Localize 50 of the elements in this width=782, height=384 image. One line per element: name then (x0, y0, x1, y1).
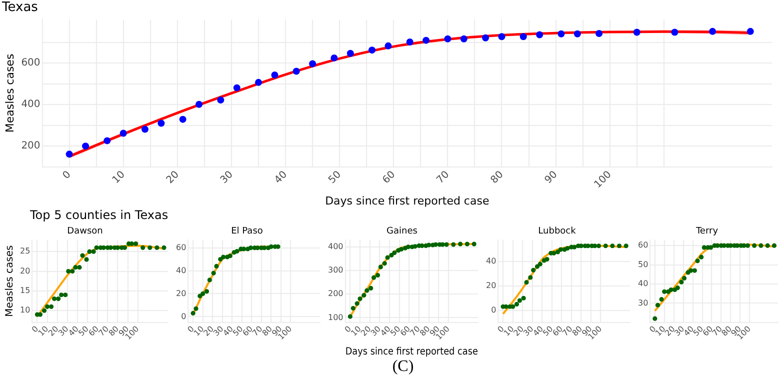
y-tick-label: 50 (638, 260, 648, 269)
chart-title: Texas (1, 0, 38, 16)
y-tick-label: 25 (20, 246, 30, 256)
chart-title: El Paso (231, 226, 264, 237)
chart-title: Lubbock (538, 226, 577, 237)
x-tick-label: 10 (349, 324, 363, 338)
y-tick-label: 400 (328, 242, 344, 251)
chart-title: Terry (694, 226, 719, 237)
x-tick-label: 0 (496, 324, 506, 334)
y-tick-label: 200 (21, 140, 40, 152)
x-tick-label: 30 (368, 324, 383, 338)
y-tick-label: 100 (328, 312, 344, 322)
y-tick-label: 20 (176, 288, 186, 298)
text: Top 5 counties in Texas (30, 208, 168, 222)
x-tick-label: 30 (218, 169, 236, 186)
x-tick-label: 30 (672, 324, 686, 338)
chart-title: Dawson (67, 226, 103, 237)
y-tick-label: 30 (638, 298, 648, 308)
y-tick-label: 40 (176, 266, 186, 275)
y-tick-label: 60 (176, 242, 186, 252)
x-tick-label: 80 (488, 169, 506, 186)
x-tick-label: 10 (654, 324, 668, 338)
y-tick-label: 20 (486, 281, 496, 290)
x-tick-label: 60 (380, 169, 398, 186)
x-tick-label: 0 (186, 324, 196, 334)
x-axis-title: Days since first reported case (345, 346, 478, 358)
y-tick-label: 60 (638, 240, 648, 250)
x-tick-label: 100 (592, 169, 614, 191)
y-axis-title: Measles cases (3, 54, 16, 133)
y-tick-label: 400 (21, 99, 40, 110)
x-axis-title: Days since first reported case (325, 194, 490, 208)
x-tick-label: 40 (272, 169, 290, 186)
x-tick-label: 50 (76, 324, 90, 338)
x-tick-label: 90 (542, 169, 560, 186)
x-tick-label: 0 (60, 169, 74, 182)
y-tick-label: 15 (20, 286, 30, 296)
chart-title: Gaines (386, 226, 418, 237)
y-tick-label: 0 (491, 305, 496, 314)
y-tick-label: 40 (638, 279, 648, 288)
y-tick-label: 40 (486, 256, 496, 266)
text: (C) (391, 358, 415, 376)
y-tick-label: 20 (20, 266, 30, 276)
x-tick-label: 10 (110, 169, 128, 186)
y-axis-title: Measles cases (4, 245, 16, 317)
y-tick-label: 10 (20, 306, 30, 315)
y-tick-label: 0 (181, 312, 186, 321)
y-tick-label: 300 (328, 266, 344, 275)
y-tick-label: 200 (328, 289, 344, 298)
y-tick-label: 600 (21, 58, 40, 69)
x-tick-label: 70 (434, 169, 452, 186)
